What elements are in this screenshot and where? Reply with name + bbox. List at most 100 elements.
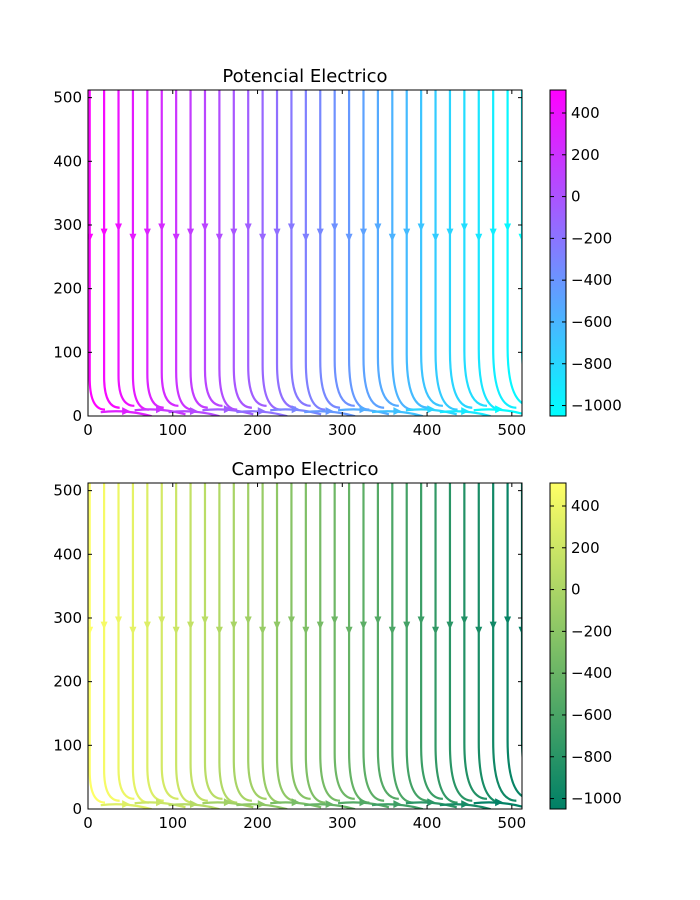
stream-arrow <box>345 233 353 242</box>
stream-arrow <box>393 800 402 809</box>
x-tick-label: 0 <box>83 814 93 832</box>
streamline <box>203 90 223 407</box>
stream-arrow <box>388 233 396 242</box>
y-tick-label: 0 <box>72 800 82 818</box>
stream-arrow <box>291 405 300 414</box>
stream-arrow <box>489 228 497 237</box>
streamline <box>218 483 238 804</box>
streamline <box>175 483 194 804</box>
streamline <box>117 90 135 407</box>
streamline <box>218 90 238 411</box>
stream-arrow <box>427 798 436 807</box>
stream-arrow <box>189 800 198 809</box>
colorbar-tick-label: −800 <box>571 355 612 373</box>
colorbar-tick-label: 400 <box>571 497 600 515</box>
streamline <box>160 483 179 800</box>
colorbar-tick-label: −1000 <box>571 790 622 808</box>
stream-arrow <box>223 405 232 414</box>
streamline <box>420 483 444 800</box>
streamline <box>304 483 326 804</box>
streamline <box>146 90 164 409</box>
y-tick-label: 100 <box>53 736 82 754</box>
streamline <box>203 483 223 800</box>
chart-title: Campo Electrico <box>231 459 378 480</box>
stream-arrow <box>158 223 166 232</box>
colorbar-tick-label: 200 <box>571 539 600 557</box>
stream-arrow <box>223 798 232 807</box>
stream-arrow <box>331 223 339 232</box>
colorbar-tick-label: −200 <box>571 622 612 640</box>
y-tick-label: 500 <box>53 89 82 107</box>
y-axis: 0 100 200 300 400 500 <box>53 482 522 818</box>
stream-arrow <box>156 405 165 414</box>
stream-arrow <box>244 223 252 232</box>
stream-arrow <box>302 626 310 635</box>
streamline <box>333 483 355 800</box>
streamline <box>189 90 208 409</box>
streamline <box>506 483 522 798</box>
stream-arrow <box>461 800 470 809</box>
x-tick-label: 300 <box>328 814 357 832</box>
stream-arrow <box>504 616 512 625</box>
stream-arrow <box>143 621 151 630</box>
stream-arrow <box>359 621 367 630</box>
streamline <box>477 483 502 804</box>
streamline <box>160 90 179 407</box>
y-tick-label: 500 <box>53 482 82 500</box>
field-panel: Campo Electrico 0 100 200 300 400 500 0 100 200… <box>53 459 621 832</box>
stream-arrow <box>201 223 209 232</box>
y-tick-label: 200 <box>53 280 82 298</box>
colorbar <box>549 482 567 810</box>
stream-arrow <box>187 621 195 630</box>
stream-arrow <box>432 233 440 242</box>
colorbar-tick-label: 200 <box>571 146 600 164</box>
streamline <box>261 90 282 411</box>
stream-arrow <box>325 800 334 809</box>
stream-arrow <box>417 616 425 625</box>
stream-arrow <box>446 621 454 630</box>
streamline <box>146 483 164 802</box>
plot-frame <box>87 482 523 810</box>
stream-arrow <box>215 233 223 242</box>
streamline <box>362 483 385 802</box>
streamline <box>477 90 502 411</box>
stream-arrow <box>393 407 402 416</box>
streamline <box>347 483 370 804</box>
stream-arrow <box>259 626 267 635</box>
streamline <box>117 483 135 800</box>
streamline <box>506 90 522 405</box>
streamline <box>463 483 488 800</box>
stream-arrow <box>475 233 483 242</box>
streamline <box>261 483 282 804</box>
streamline <box>463 90 488 407</box>
y-tick-label: 300 <box>53 216 82 234</box>
x-tick-label: 200 <box>243 814 272 832</box>
x-tick-label: 200 <box>243 421 272 439</box>
stream-arrow <box>427 405 436 414</box>
y-axis: 0 100 200 300 400 500 <box>53 89 522 425</box>
stream-arrow <box>316 228 324 237</box>
stream-arrow <box>489 621 497 630</box>
stream-arrow <box>359 405 368 414</box>
streamline <box>88 483 106 804</box>
stream-arrow <box>172 626 180 635</box>
stream-arrow <box>302 233 310 242</box>
streamline <box>376 483 399 800</box>
colorbar-tick-label: −200 <box>571 229 612 247</box>
x-tick-label: 100 <box>158 814 187 832</box>
streamline <box>88 90 106 411</box>
stream-arrow <box>432 626 440 635</box>
chart-title: Potencial Electrico <box>222 66 387 87</box>
stream-arrow <box>291 798 300 807</box>
stream-arrow <box>88 233 94 242</box>
stream-arrow <box>100 621 108 630</box>
stream-arrow <box>259 233 267 242</box>
streamline <box>420 90 444 407</box>
streamline <box>275 90 297 409</box>
x-tick-label: 500 <box>498 421 527 439</box>
stream-arrow <box>230 228 238 237</box>
stream-arrow <box>417 223 425 232</box>
stream-arrow <box>158 616 166 625</box>
stream-arrow <box>122 800 131 809</box>
x-axis: 0 100 200 300 400 500 <box>83 483 526 832</box>
